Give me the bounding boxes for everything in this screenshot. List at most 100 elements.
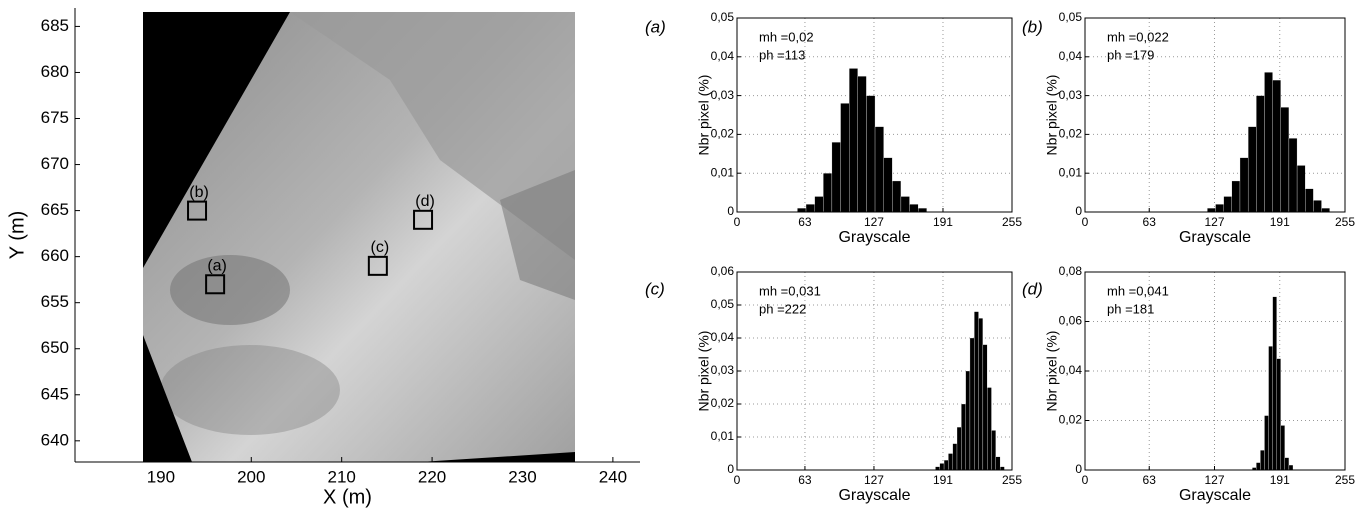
image-shadow [160, 345, 340, 435]
image-mask [143, 335, 192, 462]
y-tick-label: 0,05 [711, 10, 735, 24]
histogram-bar [1264, 72, 1273, 213]
histogram-bar [900, 196, 910, 213]
histogram-bar [948, 453, 953, 471]
histogram-bar [1256, 462, 1261, 471]
x-tick-label: 0 [734, 473, 741, 487]
histogram-bar [1223, 196, 1232, 213]
region-marker [187, 200, 208, 221]
y-tick-label: 0,05 [711, 297, 735, 311]
annotation: mh =0,02 [759, 29, 814, 44]
y-axis-label: Nbr pixel (%) [1044, 75, 1060, 156]
y-axis-label: Nbr pixel (%) [696, 75, 712, 156]
image-mask [420, 452, 575, 462]
histogram-bar [883, 157, 893, 213]
y-axis-label: Nbr pixel (%) [1044, 331, 1060, 412]
histogram-bar [1272, 296, 1277, 471]
region-label: (c) [371, 239, 390, 256]
histogram-bar [814, 196, 824, 213]
x-tick-label: 191 [933, 473, 953, 487]
histogram-bar [987, 387, 992, 471]
y-tick-label: 650 [41, 338, 69, 357]
histogram-bar [831, 142, 841, 213]
x-tick-label: 63 [1143, 473, 1157, 487]
x-tick-label: 127 [864, 473, 884, 487]
plot-border [1084, 271, 1346, 471]
x-tick-label: 0 [1082, 215, 1089, 229]
histogram-bar [1272, 79, 1281, 213]
histogram-bar [797, 207, 807, 213]
y-tick-label: 0,04 [711, 49, 735, 63]
histogram-bar [1260, 450, 1265, 471]
histogram-bar [874, 126, 884, 213]
x-tick-label: 210 [327, 467, 355, 486]
x-tick-label: 63 [1143, 215, 1157, 229]
histogram-bar [943, 459, 949, 471]
x-tick-label: 190 [147, 467, 175, 486]
x-tick-label: 0 [734, 215, 741, 229]
histogram-bar [1207, 207, 1216, 213]
histogram-bar [939, 463, 945, 471]
y-tick-label: 0,04 [711, 330, 735, 344]
y-tick-label: 0 [1075, 204, 1082, 218]
histogram-bar [840, 103, 850, 213]
x-tick-label: 255 [1335, 473, 1355, 487]
y-tick-label: 0,01 [1059, 165, 1083, 179]
x-axis-label: X (m) [323, 486, 372, 508]
histogram-bar [1280, 425, 1285, 471]
aerial-image [143, 12, 575, 462]
histogram-bar [866, 95, 876, 213]
image-shadow [170, 255, 290, 325]
y-tick-label: 0 [727, 462, 734, 476]
x-axis-label: Grayscale [1179, 487, 1251, 504]
annotation: mh =0,022 [1107, 29, 1169, 44]
annotation: mh =0,031 [759, 283, 821, 298]
annotation: mh =0,041 [1107, 283, 1169, 298]
histogram-bar [1247, 126, 1257, 213]
x-tick-label: 0 [1082, 473, 1089, 487]
histogram-bar [918, 207, 927, 213]
y-tick-label: 655 [41, 292, 69, 311]
histogram-bar [805, 204, 815, 213]
y-tick-label: 640 [41, 430, 69, 449]
y-tick-label: 0,08 [1059, 264, 1083, 278]
annotation: ph =181 [1107, 301, 1154, 316]
histogram-bar [1231, 180, 1241, 213]
plot-border [736, 271, 1013, 471]
histogram-bar [909, 204, 919, 213]
y-tick-label: 0,01 [711, 165, 735, 179]
x-tick-label: 127 [1204, 215, 1224, 229]
histogram-bar [1305, 188, 1314, 213]
x-tick-label: 127 [1204, 473, 1224, 487]
region-marker [413, 209, 434, 230]
image-dark-area [500, 170, 575, 300]
y-tick-label: 0,02 [1059, 127, 1083, 141]
x-tick-label: 127 [864, 215, 884, 229]
plot-border [736, 17, 1013, 213]
plot-border [1084, 17, 1346, 213]
histogram-bar [982, 344, 988, 471]
x-tick-label: 191 [1270, 215, 1290, 229]
histogram-bar [1284, 457, 1290, 471]
y-tick-label: 0,03 [711, 363, 735, 377]
annotation: ph =222 [759, 301, 806, 316]
histogram-bar [1321, 207, 1330, 213]
histogram-bar [1280, 107, 1290, 213]
y-tick-label: 0,04 [1059, 49, 1083, 63]
histogram-bar [1215, 204, 1224, 213]
x-tick-label: 255 [1002, 473, 1022, 487]
y-tick-label: 670 [41, 154, 69, 173]
y-tick-label: 0,06 [1059, 314, 1083, 328]
histogram-bar [956, 426, 962, 471]
y-tick-label: 0,01 [711, 429, 735, 443]
x-tick-label: 191 [1270, 473, 1290, 487]
y-axis-label: Y (m) [6, 211, 28, 260]
histogram-bar [857, 76, 867, 213]
region-marker [367, 255, 388, 276]
panel-label: (c) [645, 279, 665, 298]
x-tick-label: 230 [508, 467, 536, 486]
x-tick-label: 63 [798, 215, 812, 229]
y-tick-label: 0,02 [711, 127, 735, 141]
